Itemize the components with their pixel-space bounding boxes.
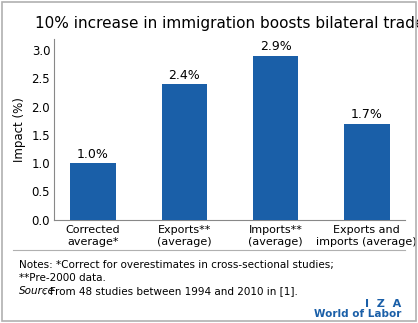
Bar: [70, 163, 116, 220]
Text: : From 48 studies between 1994 and 2010 in [1].: : From 48 studies between 1994 and 2010 …: [43, 286, 298, 296]
Bar: [253, 56, 298, 220]
Text: Source: Source: [19, 286, 55, 296]
Text: 1.0%: 1.0%: [77, 148, 109, 161]
Bar: [344, 123, 390, 220]
Text: 2.4%: 2.4%: [168, 69, 200, 82]
Text: Notes: *Correct for overestimates in cross-sectional studies;: Notes: *Correct for overestimates in cro…: [19, 260, 334, 270]
Text: 2.9%: 2.9%: [260, 40, 291, 53]
Title: 10% increase in immigration boosts bilateral trade: 10% increase in immigration boosts bilat…: [35, 16, 418, 31]
Text: World of Labor: World of Labor: [314, 309, 401, 319]
Y-axis label: Impact (%): Impact (%): [13, 97, 26, 162]
Text: 1.7%: 1.7%: [351, 108, 382, 121]
Bar: [161, 84, 207, 220]
Text: **Pre-2000 data.: **Pre-2000 data.: [19, 273, 106, 283]
Text: I  Z  A: I Z A: [365, 299, 401, 309]
